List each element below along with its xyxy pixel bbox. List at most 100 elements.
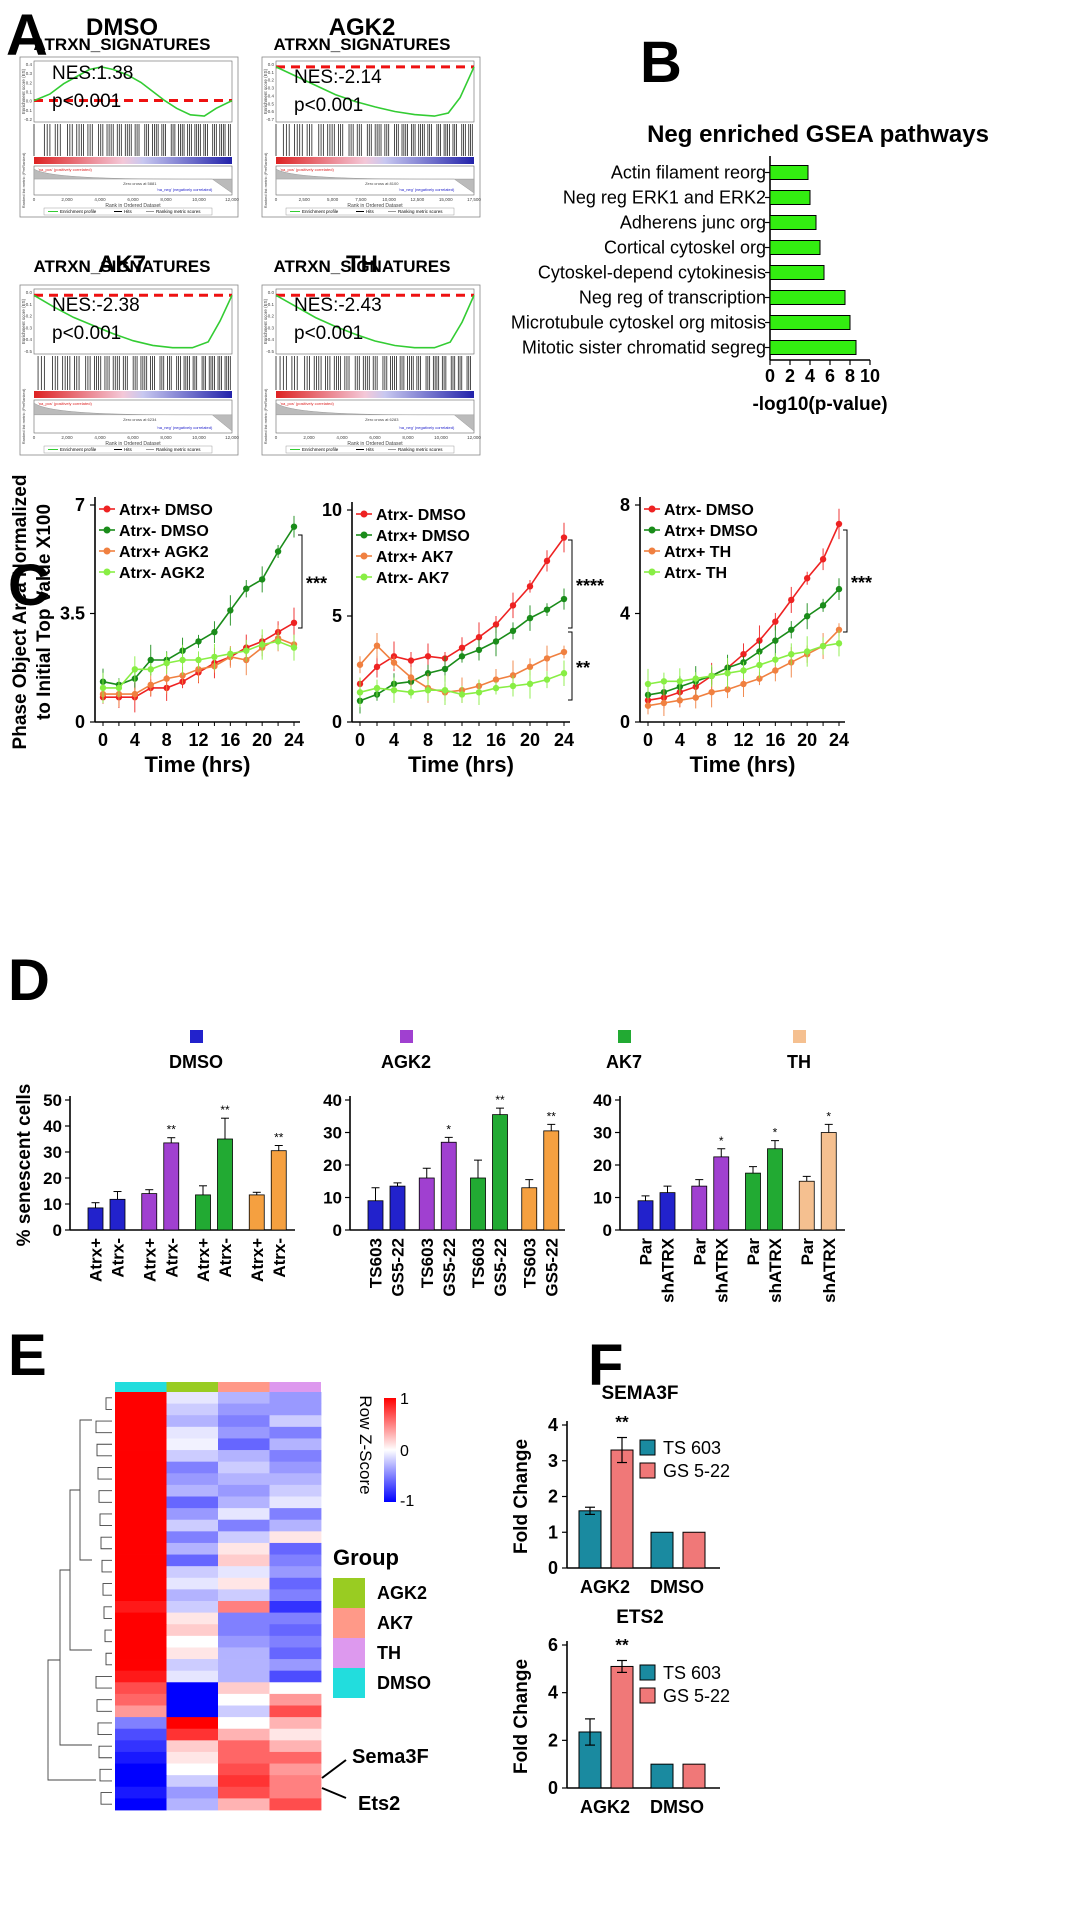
hits-barcode (275, 124, 473, 156)
data-point (458, 653, 466, 660)
data-point (676, 678, 684, 685)
heatmap-cell (115, 1415, 167, 1428)
pathway-label: Actin filament reorg (611, 163, 766, 183)
significance-stars: * (826, 1109, 831, 1123)
senescence-y-tick-label: 30 (593, 1124, 612, 1143)
es-plot-area (275, 60, 475, 123)
es-y-tick: 0.4 (26, 62, 33, 67)
growth-y-tick-label: 4 (620, 604, 630, 624)
heatmap-cell (218, 1635, 270, 1648)
fold-change-y-tick-label: 4 (548, 1415, 558, 1435)
rank-x-tick: 0 (275, 197, 278, 202)
growth-x-tick-label: 24 (554, 730, 574, 750)
heatmap-cell (269, 1705, 322, 1718)
enrichment-profile-line (33, 66, 233, 117)
heatmap-cell (115, 1450, 167, 1463)
senescence-bar (163, 1142, 180, 1231)
senescence-y-tick-label: 10 (323, 1189, 342, 1208)
data-point (724, 669, 731, 677)
significance-stars: *** (306, 574, 327, 594)
data-point (492, 676, 500, 683)
growth-y-label-line2: to Initial Top Value X100 (34, 504, 55, 720)
significance-stars: ** (576, 658, 590, 678)
pathway-x-tick-label: 8 (845, 366, 855, 386)
panel-letter-f: F (588, 1333, 623, 1398)
heatmap-cell (269, 1728, 322, 1741)
significance-stars: *** (851, 573, 872, 593)
pathway-bar (769, 265, 825, 280)
neg-corr-label: 'na_neg' (negatively correlated) (399, 425, 455, 430)
gsea-treatment-title: AK7 (98, 251, 146, 278)
rank-x-tick: 0 (33, 197, 36, 202)
group-legend-swatch (333, 1608, 365, 1638)
es-y-tick: -0.1 (266, 302, 274, 307)
heatmap-cell (115, 1693, 167, 1706)
data-point (258, 576, 266, 583)
growth-x-tick-label: 4 (389, 730, 399, 750)
senescence-y-tick-label: 20 (43, 1169, 62, 1188)
data-point (772, 667, 779, 674)
senescence-bar (713, 1156, 730, 1231)
growth-x-tick-label: 8 (707, 730, 717, 750)
data-point (407, 657, 415, 664)
fold-change-y-tick-label: 2 (548, 1487, 558, 1507)
data-point (179, 656, 186, 664)
rank-x-tick: 8,000 (160, 435, 172, 440)
heatmap-cell (218, 1519, 270, 1532)
growth-x-tick-label: 24 (284, 730, 304, 750)
legend-marker (360, 573, 368, 581)
rank-x-tick: 8,000 (402, 435, 414, 440)
senescence-y-tick-label: 10 (593, 1189, 612, 1208)
es-y-label: Enrichment score (ES) (263, 298, 268, 344)
metric-y-label: Ranked list metric (PreRanked) (263, 152, 268, 208)
pathway-x-tick-label: 10 (860, 366, 880, 386)
growth-chart-3: 0 4 8 0 4 8 12 16 20 24 Time (hrs) Atrx- DMSO Atrx+ … (620, 495, 872, 777)
data-point (772, 618, 779, 625)
data-point (692, 675, 699, 682)
heatmap-cell (166, 1577, 219, 1590)
rank-x-tick: 15,000 (439, 197, 453, 202)
data-point (644, 680, 652, 688)
data-point (756, 661, 763, 669)
sema3f-label: Sema3F (352, 1746, 429, 1768)
es-y-tick: -0.1 (24, 302, 32, 307)
rank-x-tick: 6,000 (369, 435, 381, 440)
legend-swatch (400, 1030, 413, 1043)
zero-cross-label: Zero cross at 6283 (365, 417, 399, 422)
data-point (475, 646, 483, 654)
senescence-y-tick-label: 10 (43, 1195, 62, 1214)
data-point (660, 678, 668, 685)
neg-corr-label: 'na_neg' (negatively correlated) (157, 187, 213, 192)
heatmap-cell (115, 1717, 167, 1730)
senescence-category-label: GS5-22 (389, 1238, 408, 1297)
senescence-category-label: Atrx- (216, 1238, 235, 1278)
es-y-label: Enrichment score (ES) (21, 68, 26, 114)
es-y-tick: -0.5 (24, 349, 32, 354)
heatmap-cell (115, 1635, 167, 1648)
z-score-tick: -1 (400, 1493, 414, 1510)
es-plot-area (275, 288, 475, 355)
rank-x-tick: 6,000 (127, 197, 139, 202)
legend-label: Atrx+ DMSO (376, 528, 470, 545)
heatmap-cell (218, 1566, 270, 1579)
heatmap-cell (166, 1403, 219, 1416)
heatmap-cell (166, 1426, 219, 1439)
es-y-tick: 0.2 (26, 80, 33, 85)
metric-y-label: Ranked list metric (PreRanked) (21, 388, 26, 444)
senescence-y-tick-label: 40 (323, 1091, 342, 1110)
es-y-tick: 0.3 (26, 71, 33, 76)
data-point (740, 650, 747, 658)
senescence-y-tick-label: 0 (333, 1221, 342, 1240)
legend-label: TH (787, 1052, 811, 1072)
heatmap-cell (115, 1577, 167, 1590)
legend-marker (648, 526, 656, 534)
significance-bracket (568, 539, 573, 629)
gsea-geneset-title: ATRXN_SIGNATURES (274, 257, 451, 276)
nes-value: NES:-2.43 (294, 295, 382, 316)
heatmap-cell (115, 1751, 167, 1764)
pathway-label: Cytoskel-depend cytokinesis (538, 263, 766, 283)
